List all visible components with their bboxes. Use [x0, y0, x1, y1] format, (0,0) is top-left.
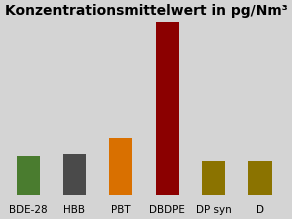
Title: Konzentrationsmittelwert in pg/Nm³: Konzentrationsmittelwert in pg/Nm³ [5, 4, 288, 18]
Bar [109, 138, 133, 195]
Bar [156, 0, 179, 195]
Bar [248, 161, 272, 195]
Bar [63, 154, 86, 195]
Bar [202, 161, 225, 195]
Bar [17, 156, 40, 195]
